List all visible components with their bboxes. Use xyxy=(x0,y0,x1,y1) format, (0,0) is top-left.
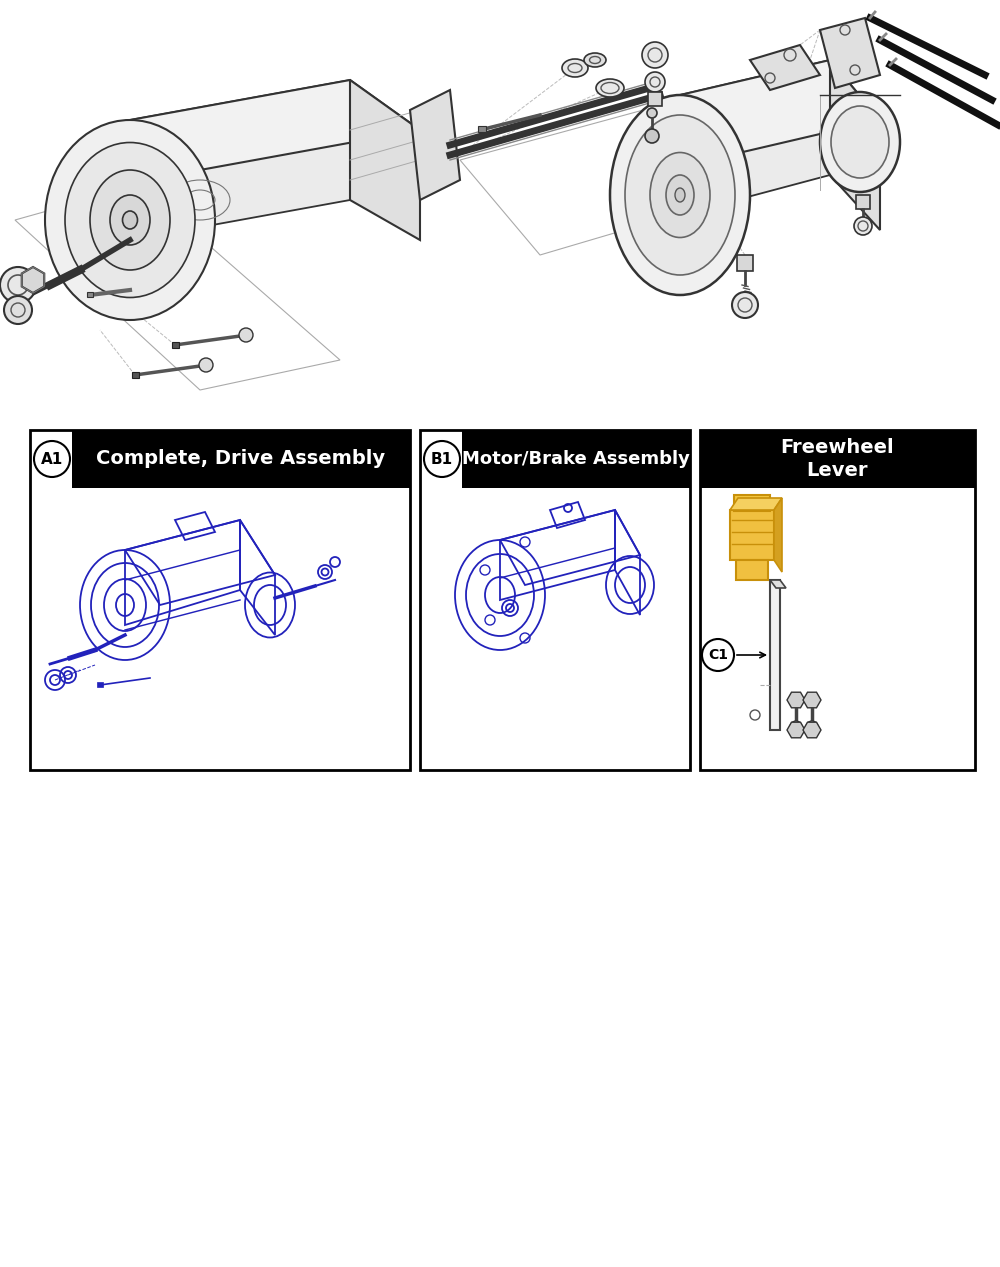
Ellipse shape xyxy=(820,92,900,193)
Ellipse shape xyxy=(675,188,685,201)
Text: Motor/Brake Assembly: Motor/Brake Assembly xyxy=(462,450,690,468)
Ellipse shape xyxy=(65,142,195,298)
Bar xyxy=(72,430,410,488)
Bar xyxy=(462,430,690,488)
Polygon shape xyxy=(730,498,782,511)
Circle shape xyxy=(199,359,213,372)
Ellipse shape xyxy=(90,170,170,270)
Circle shape xyxy=(645,129,659,143)
Ellipse shape xyxy=(45,120,215,321)
Bar xyxy=(700,430,975,488)
Bar xyxy=(97,682,103,687)
Circle shape xyxy=(4,296,32,324)
Circle shape xyxy=(239,328,253,342)
Circle shape xyxy=(732,291,758,318)
Ellipse shape xyxy=(110,195,150,245)
Bar xyxy=(734,495,770,511)
Ellipse shape xyxy=(650,152,710,237)
Polygon shape xyxy=(830,60,880,231)
Ellipse shape xyxy=(122,212,138,229)
Polygon shape xyxy=(787,722,805,737)
Polygon shape xyxy=(803,722,821,737)
Circle shape xyxy=(34,441,70,476)
Polygon shape xyxy=(130,80,420,170)
Polygon shape xyxy=(774,498,782,571)
Ellipse shape xyxy=(596,79,624,98)
Bar xyxy=(737,255,753,271)
Circle shape xyxy=(647,108,657,118)
Polygon shape xyxy=(787,692,805,708)
Bar xyxy=(420,430,690,770)
Polygon shape xyxy=(680,60,830,215)
Ellipse shape xyxy=(562,60,588,77)
Bar xyxy=(648,92,662,106)
Bar xyxy=(700,430,975,770)
Text: A1: A1 xyxy=(41,451,63,466)
Polygon shape xyxy=(750,46,820,90)
Bar xyxy=(770,580,780,730)
Ellipse shape xyxy=(625,115,735,275)
Polygon shape xyxy=(770,580,786,588)
Bar xyxy=(730,511,774,560)
Circle shape xyxy=(642,42,668,68)
Circle shape xyxy=(790,721,802,734)
Polygon shape xyxy=(350,80,420,239)
Text: B1: B1 xyxy=(431,451,453,466)
Ellipse shape xyxy=(666,175,694,215)
Circle shape xyxy=(645,72,665,92)
Text: C1: C1 xyxy=(708,647,728,661)
Ellipse shape xyxy=(584,53,606,67)
Circle shape xyxy=(0,267,36,303)
Text: Complete, Drive Assembly: Complete, Drive Assembly xyxy=(96,450,386,469)
Bar xyxy=(856,195,870,209)
Ellipse shape xyxy=(831,106,889,177)
Circle shape xyxy=(702,639,734,672)
Bar xyxy=(87,291,93,296)
Circle shape xyxy=(806,721,818,734)
Bar xyxy=(132,372,139,378)
Polygon shape xyxy=(820,18,880,87)
Circle shape xyxy=(854,217,872,234)
Circle shape xyxy=(424,441,460,476)
Text: Freewheel
Lever: Freewheel Lever xyxy=(781,438,894,480)
Bar xyxy=(736,560,768,580)
Polygon shape xyxy=(803,692,821,708)
Bar xyxy=(30,430,410,770)
Polygon shape xyxy=(680,60,880,155)
Bar xyxy=(172,342,179,348)
Polygon shape xyxy=(410,90,460,200)
Polygon shape xyxy=(22,267,44,293)
Ellipse shape xyxy=(610,95,750,295)
Polygon shape xyxy=(130,80,350,239)
Bar xyxy=(478,125,486,132)
